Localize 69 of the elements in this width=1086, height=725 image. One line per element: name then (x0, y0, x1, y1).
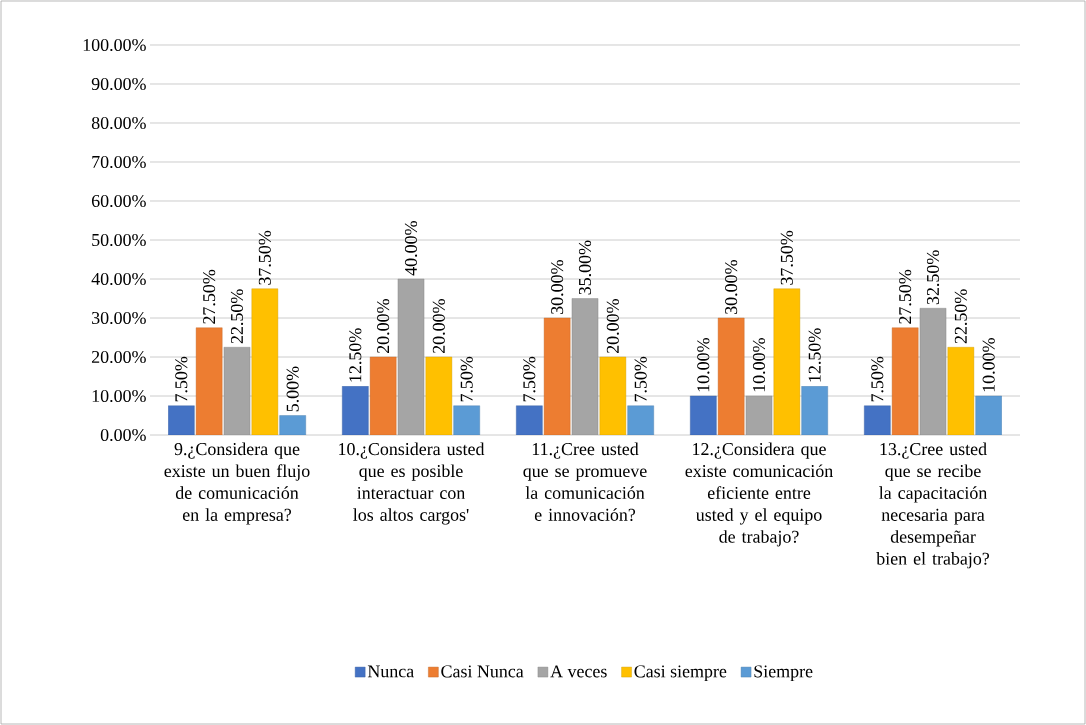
data-label: 37.50% (780, 230, 793, 285)
data-label: 22.50% (954, 289, 967, 344)
data-label: 10.00% (982, 338, 995, 392)
data-label: 12.50% (808, 328, 821, 382)
legend-label: A veces (550, 665, 607, 678)
y-tick-label: 0.00% (100, 428, 146, 442)
data-label: 30.00% (551, 260, 564, 314)
bar (690, 395, 717, 435)
bar (251, 288, 279, 435)
bar (453, 405, 480, 435)
bar (717, 317, 745, 435)
y-tick-label: 50.00% (92, 233, 146, 247)
bar (342, 386, 369, 435)
legend-label: Casi siempre (634, 665, 727, 682)
y-tick-label: 20.00% (91, 350, 146, 364)
bar (947, 347, 975, 435)
bar (425, 356, 453, 435)
y-tick-label: 60.00% (91, 194, 146, 208)
bar (543, 317, 571, 435)
data-label: 10.00% (752, 338, 766, 392)
data-label: 32.50% (926, 250, 940, 305)
data-label: 20.00% (606, 299, 619, 354)
data-label: 12.50% (349, 328, 362, 382)
bar (891, 327, 919, 435)
x-tick-label: 10.¿Considera usted que es posible interactuar con los altos cargos' (339, 442, 485, 525)
bar (627, 405, 654, 435)
data-label: 40.00% (404, 221, 418, 276)
bar (369, 356, 397, 435)
y-tick-label: 40.00% (91, 272, 146, 286)
bar (223, 347, 251, 435)
y-tick-label: 80.00% (91, 116, 146, 130)
y-tick-label: 70.00% (92, 155, 146, 169)
y-tick-label: 30.00% (92, 311, 146, 325)
data-label: 7.50% (175, 356, 188, 402)
bar (801, 386, 828, 435)
x-tick-label: 13.¿Cree usted que se recibe la capacitación necesaria para desempeñar bien el trabajo? (876, 442, 990, 569)
bar (773, 288, 801, 435)
y-tick-label: 10.00% (92, 389, 146, 403)
data-label: 5.00% (286, 366, 299, 412)
x-tick-label: 11.¿Cree usted que se promueve la comunicación e innovación? (523, 442, 647, 521)
data-label: 27.50% (899, 269, 912, 324)
legend-label: Casi Nunca (441, 665, 524, 678)
data-label: 20.00% (432, 299, 445, 354)
bar (516, 405, 543, 435)
bar (168, 405, 195, 435)
data-label: 20.00% (377, 299, 390, 354)
x-tick-label: 9.¿Considera que existe un buen flujo de comunicación en la empresa? (164, 442, 310, 525)
bar (864, 405, 891, 435)
bar (195, 327, 223, 435)
bar (975, 395, 1002, 435)
data-label: 27.50% (203, 269, 216, 324)
y-tick-label: 90.00% (91, 77, 146, 91)
data-label: 7.50% (460, 356, 473, 402)
y-tick-label: 100.00% (83, 38, 146, 52)
x-tick-label: 12.¿Considera que existe comunicación eficiente entre usted y el equipo de trabajo? (685, 442, 833, 547)
data-label: 22.50% (230, 289, 244, 344)
data-label: 35.00% (578, 240, 592, 295)
bar (599, 356, 627, 435)
legend-label: Nunca (367, 665, 414, 678)
bar (397, 278, 425, 435)
data-label: 7.50% (634, 356, 647, 402)
data-label: 7.50% (871, 356, 884, 402)
data-label: 30.00% (725, 260, 738, 314)
legend-label: Siempre (754, 665, 813, 682)
bar (919, 308, 947, 435)
data-label: 7.50% (523, 356, 536, 402)
bar (571, 298, 599, 435)
data-label: 37.50% (258, 230, 271, 285)
data-label: 10.00% (697, 338, 710, 392)
